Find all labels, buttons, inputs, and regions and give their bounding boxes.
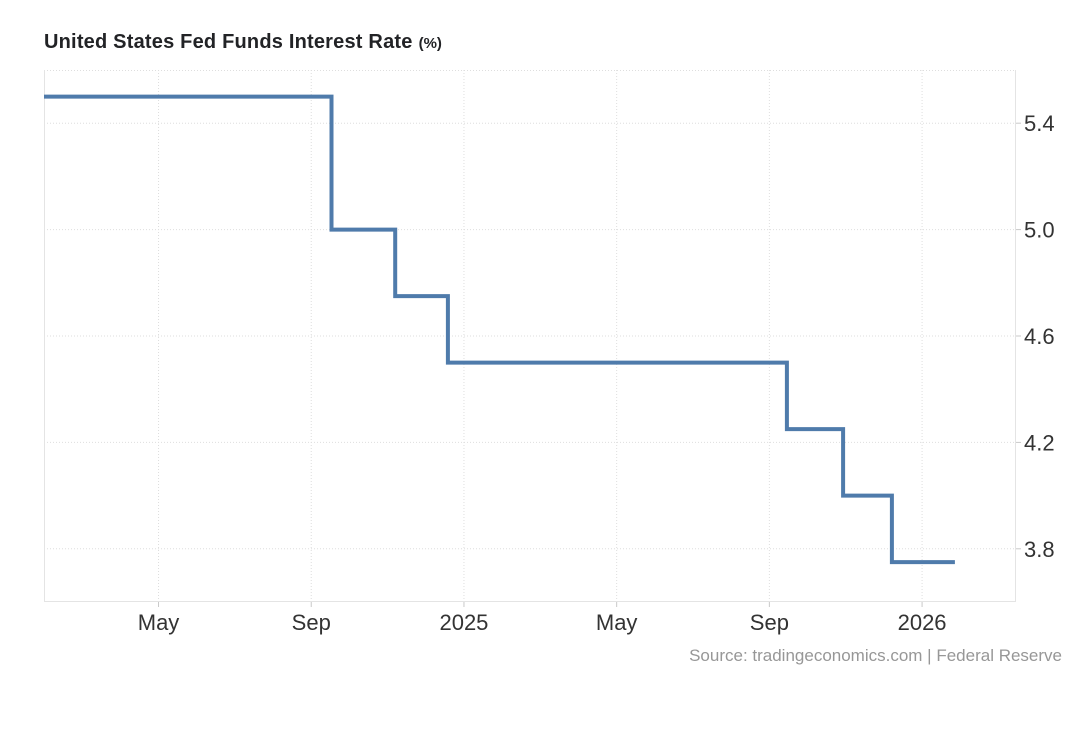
x-tick-label: May — [138, 610, 180, 635]
y-tick-label: 4.2 — [1024, 430, 1055, 455]
y-tick-label: 5.4 — [1024, 111, 1055, 136]
x-tick-label: 2025 — [439, 610, 488, 635]
x-tick-label: Sep — [750, 610, 789, 635]
series-layer — [44, 94, 955, 565]
x-tick-label: Sep — [292, 610, 331, 635]
chart-title-unit: (%) — [418, 35, 442, 52]
x-tick-label: 2026 — [898, 610, 947, 635]
plot-border — [44, 70, 1016, 602]
y-tick-label: 5.0 — [1024, 218, 1055, 243]
x-axis-labels: May Sep 2025 May Sep 2026 — [138, 610, 947, 635]
source-attribution: Source: tradingeconomics.com | Federal R… — [689, 646, 1062, 665]
y-axis-labels: 5.4 5.0 4.6 4.2 3.8 — [1024, 111, 1055, 562]
y-tick-label: 3.8 — [1024, 537, 1055, 562]
x-tick-label: May — [596, 610, 638, 635]
chart-title: United States Fed Funds Interest Rate — [44, 31, 413, 53]
chart-header: United States Fed Funds Interest Rate (%) — [44, 31, 442, 54]
y-tick-label: 4.6 — [1024, 324, 1055, 349]
axis-tick-marks — [158, 122, 1021, 607]
gridlines — [44, 70, 1016, 602]
fed-funds-rate-step-line — [44, 94, 955, 565]
